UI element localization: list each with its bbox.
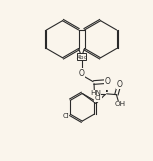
Text: OH: OH: [115, 101, 126, 107]
Text: Cl: Cl: [62, 113, 69, 119]
Text: ·: ·: [105, 87, 108, 97]
Text: HN: HN: [90, 90, 101, 96]
Text: O: O: [117, 80, 122, 89]
Bar: [77, 53, 86, 60]
Text: O: O: [79, 69, 84, 78]
Text: Cl: Cl: [95, 95, 102, 101]
Text: O: O: [105, 77, 111, 86]
Text: $\it{A}$bc: $\it{A}$bc: [76, 53, 87, 61]
